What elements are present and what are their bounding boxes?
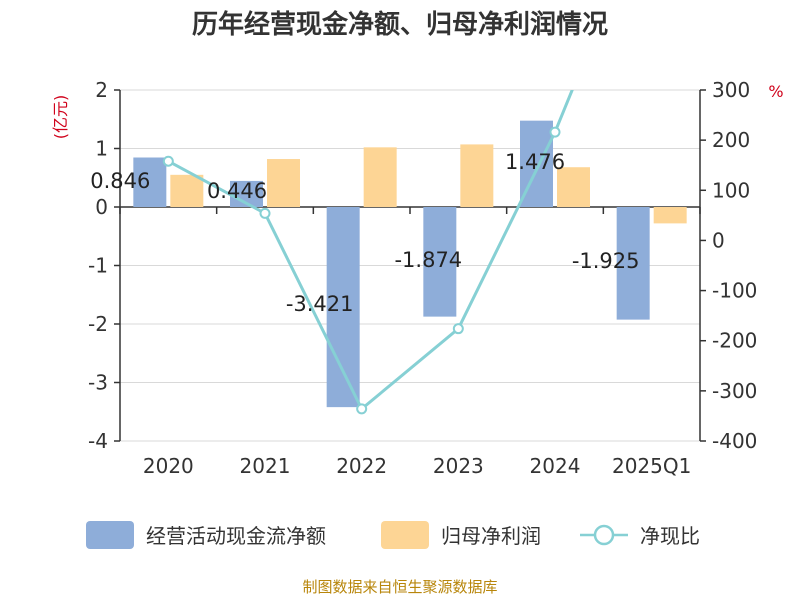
right-tick-label: -400 (712, 429, 757, 453)
left-tick-label: -2 (88, 312, 108, 336)
ratio-point (259, 207, 271, 219)
gridlines (120, 89, 700, 442)
category-label: 2021 (240, 454, 291, 478)
category-label: 2024 (530, 454, 581, 478)
legend-label-cashflow: 经营活动现金流净额 (146, 524, 326, 548)
right-axis-unit: % (768, 82, 783, 101)
legend-label-profit: 归母净利润 (441, 524, 541, 548)
cashflow-data-label: 0.846 (90, 169, 150, 193)
right-tick-label: 100 (712, 178, 750, 202)
cashflow-data-label: -1.874 (394, 248, 462, 272)
category-label: 2025Q1 (612, 454, 691, 478)
profit-bar (653, 207, 687, 224)
cashflow-bar (133, 157, 167, 207)
legend-swatch-cashflow (86, 521, 134, 549)
cashflow-data-label: -3.421 (286, 292, 354, 316)
cashflow-data-label: -1.925 (572, 249, 640, 273)
left-axis-unit: (亿元) (51, 95, 70, 140)
left-tick-label: -3 (88, 371, 108, 395)
legend-marker-ratio (593, 524, 615, 546)
ratio-point (452, 323, 464, 335)
left-tick-label: 0 (95, 195, 108, 219)
left-tick-label: -4 (88, 429, 108, 453)
ratio-line-path (167, 90, 574, 412)
profit-bar (170, 174, 204, 207)
right-tick-label: 200 (712, 128, 750, 152)
ratio-point (356, 403, 368, 415)
legend-label-ratio: 净现比 (640, 524, 700, 548)
profit-bar (267, 159, 300, 207)
ratio-point (549, 126, 561, 138)
ratio-point (162, 155, 174, 167)
category-label: 2022 (336, 454, 387, 478)
cashflow-bar (423, 207, 457, 317)
left-tick-label: 1 (95, 137, 108, 161)
right-tick-label: -300 (712, 379, 757, 403)
category-label: 2020 (143, 454, 194, 478)
right-tick-label: 0 (712, 228, 725, 252)
cashflow-data-label: 0.446 (207, 179, 267, 203)
legend: 经营活动现金流净额 归母净利润 净现比 (86, 521, 700, 549)
data-labels: 0.846 0.446 -3.421 -1.874 1.476 -1.925 (90, 150, 639, 316)
right-tick-label: 300 (712, 78, 750, 102)
chart-title: 历年经营现金净额、归母净利润情况 (192, 9, 608, 40)
tick-labels: 2 1 0 -1 -2 -3 -4 300 200 100 0 -100 -200 -300 -400 202… (88, 78, 757, 478)
category-label: 2023 (433, 454, 484, 478)
legend-swatch-profit (381, 521, 429, 549)
profit-bar (460, 144, 494, 207)
cashflow-data-label: 1.476 (505, 150, 565, 174)
axes (114, 89, 706, 442)
net-cash-ratio-line (162, 90, 574, 415)
source-note: 制图数据来自恒生聚源数据库 (302, 578, 497, 596)
right-tick-label: -100 (712, 279, 757, 303)
left-tick-label: -1 (88, 254, 108, 278)
right-tick-label: -200 (712, 329, 757, 353)
left-tick-label: 2 (95, 78, 108, 102)
profit-bar (363, 147, 397, 207)
cashflow-bar (616, 207, 650, 320)
profit-bar (557, 167, 590, 207)
